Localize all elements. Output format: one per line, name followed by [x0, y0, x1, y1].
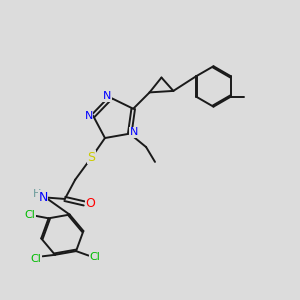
Text: N: N — [130, 127, 138, 137]
Text: Cl: Cl — [31, 254, 41, 264]
Text: H: H — [33, 189, 41, 199]
Text: O: O — [85, 197, 95, 210]
Text: S: S — [88, 151, 96, 164]
Text: Cl: Cl — [90, 252, 101, 262]
Text: N: N — [38, 191, 48, 204]
Text: N: N — [103, 91, 111, 101]
Text: Cl: Cl — [24, 210, 35, 220]
Text: N: N — [85, 111, 93, 121]
